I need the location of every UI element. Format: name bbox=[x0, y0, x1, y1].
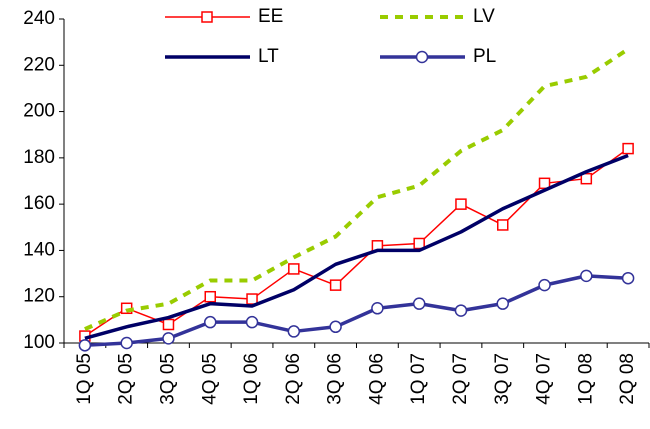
x-tick-label: 4Q 07 bbox=[534, 353, 555, 405]
x-tick-label: 2Q 08 bbox=[617, 353, 638, 405]
x-tick-label: 2Q 06 bbox=[283, 353, 304, 405]
x-tick-label: 2Q 07 bbox=[450, 353, 471, 405]
x-tick-label: 4Q 05 bbox=[199, 353, 220, 405]
point-marker bbox=[538, 278, 551, 292]
point-marker bbox=[496, 297, 509, 310]
point-marker bbox=[329, 320, 342, 334]
x-tick-label: 1Q 06 bbox=[241, 353, 262, 405]
point-marker bbox=[78, 339, 92, 352]
legend-label: LT bbox=[258, 46, 279, 67]
x-tick-label: 1Q 08 bbox=[575, 353, 596, 405]
point-marker bbox=[413, 237, 425, 250]
y-tick-label: 180 bbox=[23, 147, 55, 168]
series-line bbox=[84, 274, 629, 348]
point-marker bbox=[412, 297, 426, 310]
series-line bbox=[84, 47, 630, 331]
point-marker bbox=[622, 142, 634, 155]
point-marker bbox=[371, 302, 384, 315]
x-tick-label: 2Q 05 bbox=[116, 353, 137, 405]
y-tick-label: 160 bbox=[23, 193, 55, 214]
point-marker bbox=[287, 325, 301, 338]
y-tick-label: 120 bbox=[23, 286, 55, 307]
y-tick-label: 240 bbox=[23, 8, 55, 29]
legend-marker bbox=[415, 50, 429, 64]
y-tick-label: 220 bbox=[23, 54, 55, 75]
point-marker bbox=[580, 172, 593, 185]
x-tick-label: 1Q 07 bbox=[408, 353, 429, 405]
point-marker bbox=[497, 219, 509, 231]
point-marker bbox=[204, 290, 216, 303]
point-marker bbox=[455, 198, 467, 210]
point-marker bbox=[245, 315, 259, 329]
legend-label: LV bbox=[473, 6, 495, 27]
series-line bbox=[84, 147, 629, 337]
point-marker bbox=[538, 177, 551, 190]
point-marker bbox=[246, 293, 258, 305]
legend-label: PL bbox=[473, 46, 496, 67]
point-marker bbox=[120, 336, 133, 350]
series-line bbox=[84, 153, 629, 341]
x-tick-label: 3Q 06 bbox=[325, 353, 346, 405]
point-marker bbox=[580, 269, 593, 283]
point-marker bbox=[162, 318, 175, 331]
y-tick-label: 140 bbox=[23, 239, 55, 260]
legend-label: EE bbox=[258, 6, 283, 27]
y-tick-label: 100 bbox=[23, 332, 55, 353]
legend-marker bbox=[201, 11, 213, 23]
x-tick-label: 3Q 07 bbox=[492, 353, 513, 405]
x-tick-label: 1Q 05 bbox=[74, 353, 95, 405]
point-marker bbox=[204, 315, 217, 329]
point-marker bbox=[162, 332, 175, 345]
point-marker bbox=[288, 263, 300, 275]
point-marker bbox=[329, 279, 342, 291]
point-marker bbox=[621, 271, 635, 285]
x-tick-label: 3Q 05 bbox=[157, 353, 178, 405]
y-tick-label: 200 bbox=[23, 101, 55, 122]
point-marker bbox=[454, 304, 468, 317]
x-tick-label: 4Q 06 bbox=[366, 353, 387, 405]
